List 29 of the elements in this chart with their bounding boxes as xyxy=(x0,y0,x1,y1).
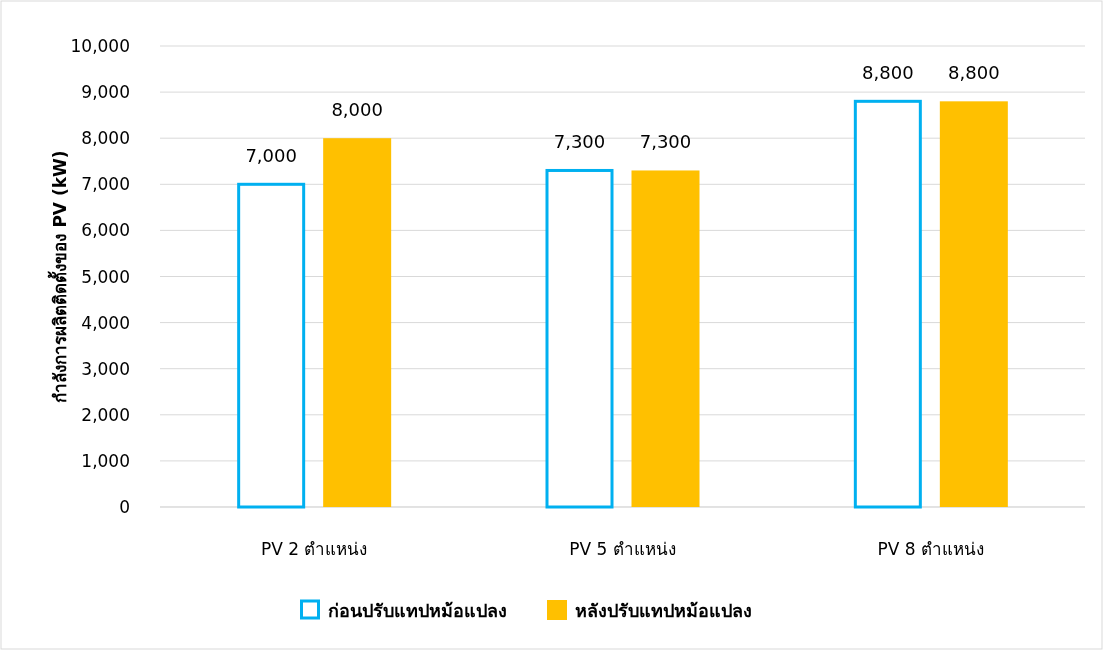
y-tick-label: 3,000 xyxy=(81,358,130,379)
y-tick-label: 6,000 xyxy=(81,220,130,241)
data-label: 7,000 xyxy=(245,145,297,167)
y-tick-label: 10,000 xyxy=(70,36,130,56)
data-label: 8,000 xyxy=(331,99,383,121)
data-label: 7,300 xyxy=(553,131,606,153)
bar xyxy=(853,99,922,509)
y-tick-label: 8,000 xyxy=(81,128,130,149)
x-tick-label: PV 8 ตำแหน่ง xyxy=(877,539,985,559)
data-label: 7,300 xyxy=(639,131,692,153)
bar xyxy=(545,168,614,509)
legend-label: หลังปรับแทปหม้อแปลง xyxy=(575,600,752,621)
y-tick-label: 0 xyxy=(119,497,130,517)
y-axis-title: กำลังการผลิตติดตั้งของ PV (kW) xyxy=(47,150,70,403)
legend-label: ก่อนปรับแทปหม้อแปลง xyxy=(328,600,507,621)
y-tick-label: 4,000 xyxy=(81,312,130,333)
bar xyxy=(631,170,700,507)
y-tick-label: 1,000 xyxy=(81,450,130,471)
y-tick-label: 2,000 xyxy=(81,404,130,425)
bar xyxy=(939,101,1008,507)
x-tick-label: PV 2 ตำแหน่ง xyxy=(260,539,368,559)
y-tick-label: 9,000 xyxy=(81,82,130,103)
bar xyxy=(237,182,306,509)
data-label: 8,800 xyxy=(862,62,914,84)
y-tick-label: 7,000 xyxy=(81,174,130,195)
y-tick-label: 5,000 xyxy=(81,266,130,287)
bar xyxy=(323,138,392,507)
data-label: 8,800 xyxy=(948,62,1000,84)
x-tick-label: PV 5 ตำแหน่ง xyxy=(569,539,676,559)
